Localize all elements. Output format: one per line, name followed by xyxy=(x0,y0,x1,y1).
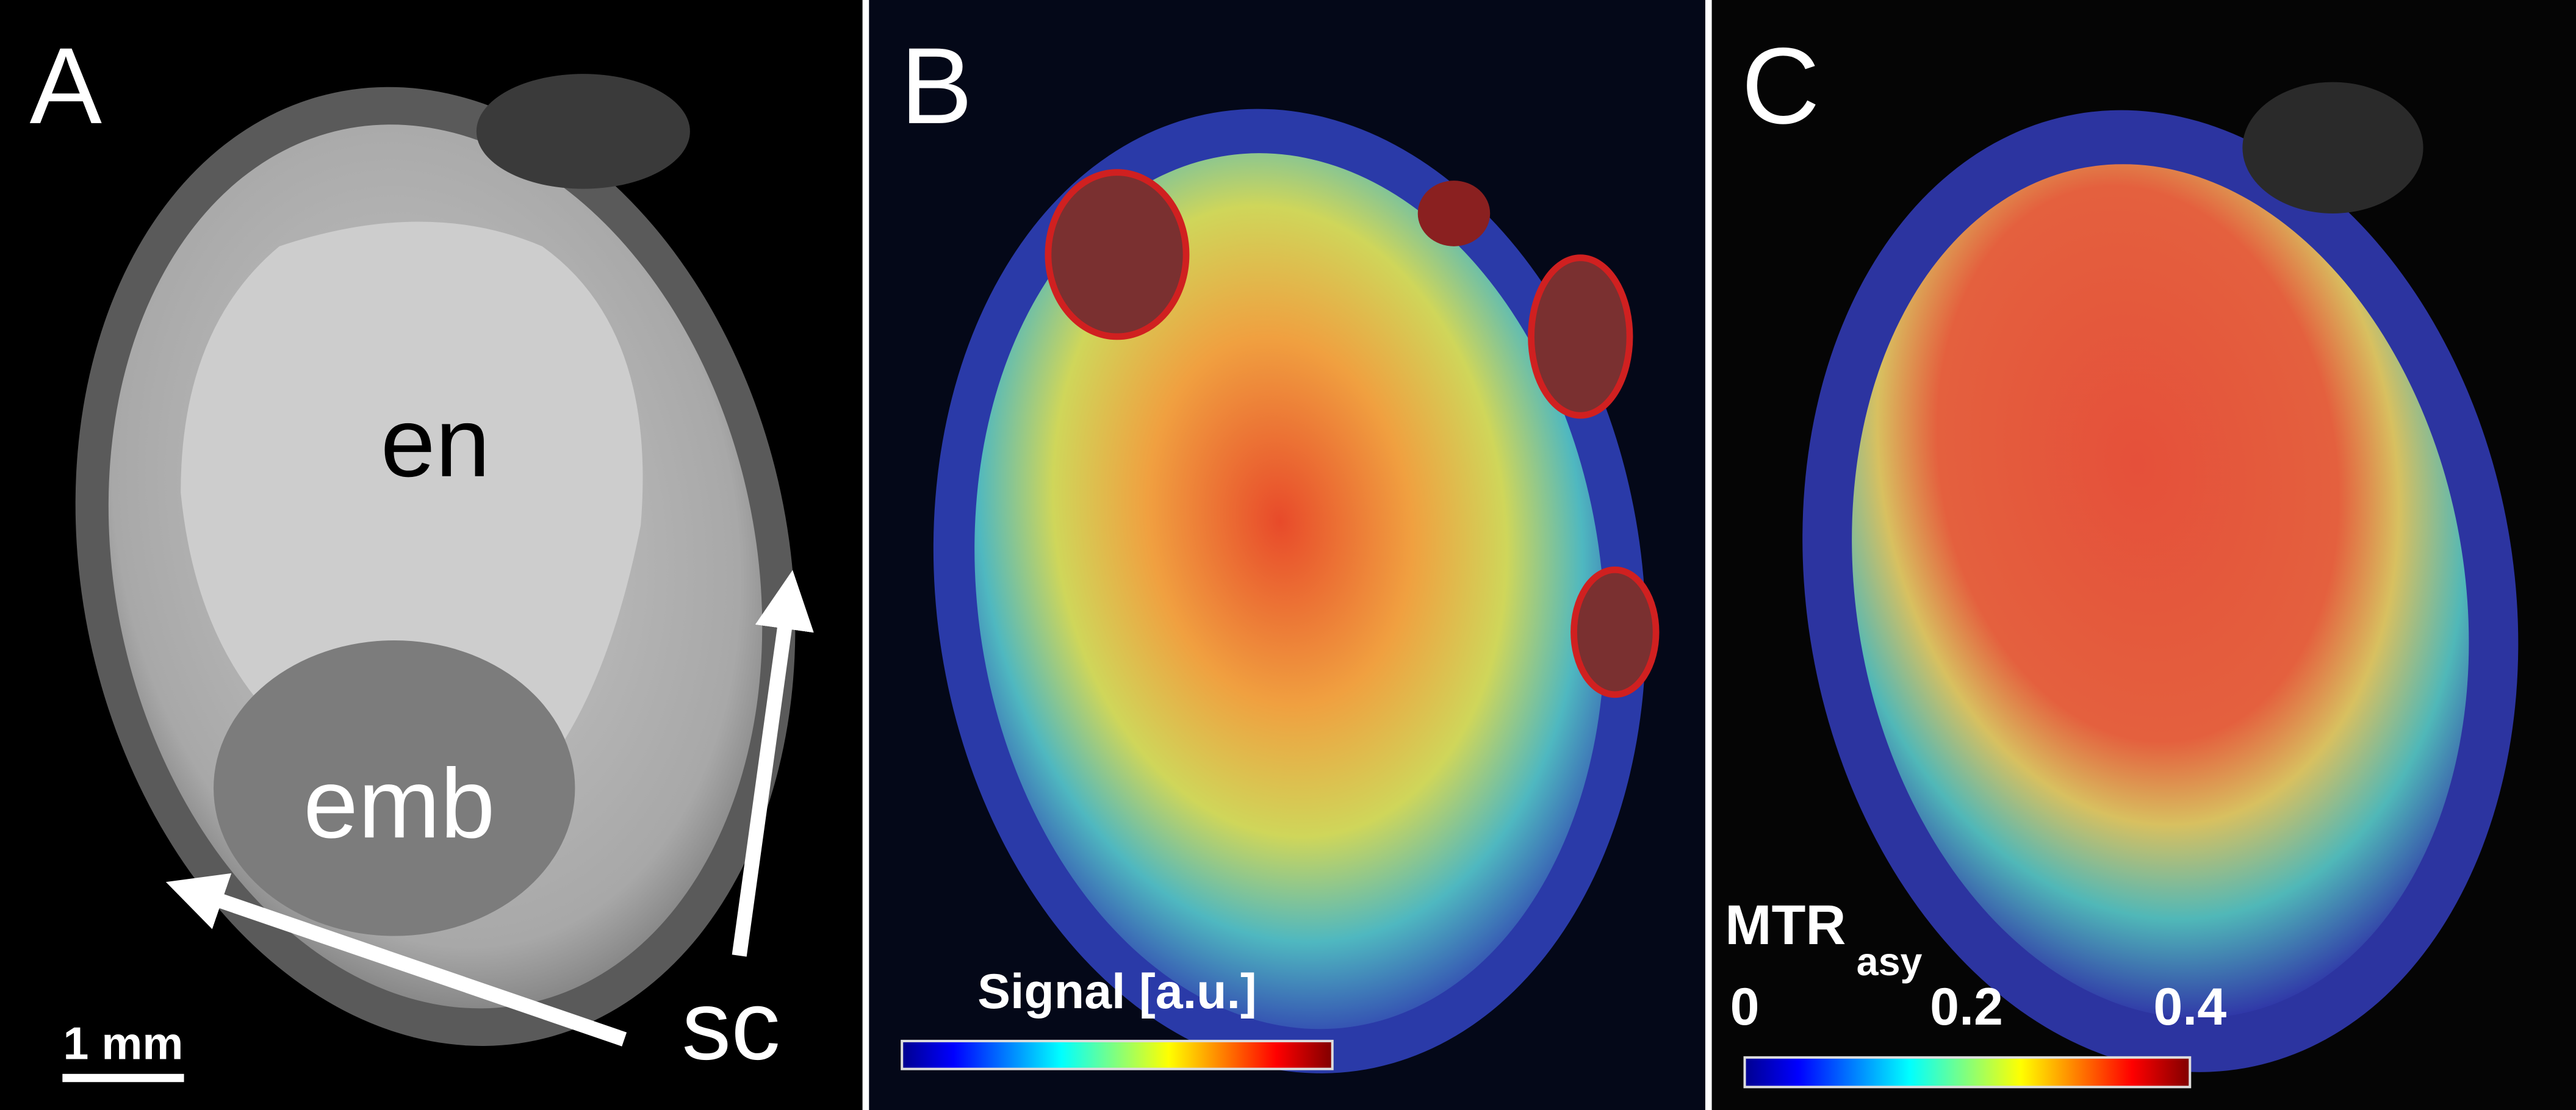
annotation: emb xyxy=(303,749,495,859)
colorbar-subscript: asy xyxy=(1857,940,1923,984)
panel-label: A xyxy=(29,25,102,146)
panel-label: B xyxy=(901,25,973,146)
colorbar-title: MTR xyxy=(1725,894,1846,956)
colorbar xyxy=(1743,1056,2192,1089)
panel-label: C xyxy=(1741,25,1819,146)
scale-bar-label: 1 mm xyxy=(63,1018,183,1069)
scale-bar xyxy=(62,1073,184,1083)
annotation: sc xyxy=(682,971,780,1081)
hotspot xyxy=(1417,181,1491,246)
colorbar-tick-label: 0.2 xyxy=(1930,978,2003,1036)
hotspot xyxy=(1528,254,1633,419)
separator xyxy=(862,0,869,1110)
endosperm xyxy=(181,221,643,772)
hotspot xyxy=(1045,169,1190,340)
panel-a: A en emb sc 1 mm xyxy=(29,25,814,1083)
embryo xyxy=(214,640,575,936)
colorbar-tick-label: 0.4 xyxy=(2153,978,2226,1036)
colorbar-tick-label: 0 xyxy=(1730,978,1760,1036)
hilum xyxy=(2242,82,2423,213)
separator xyxy=(1705,0,1712,1110)
panel-b: B Signal [a.u.] xyxy=(869,0,1707,1110)
annotation: en xyxy=(381,388,491,498)
arrow xyxy=(732,570,814,957)
colorbar xyxy=(901,1039,1334,1070)
hotspot xyxy=(1570,566,1660,698)
signal-map xyxy=(974,153,1605,1029)
hilum xyxy=(476,74,690,189)
mtr-map xyxy=(1852,164,2469,1019)
colorbar-title: Signal [a.u.] xyxy=(977,964,1257,1019)
arrow xyxy=(165,873,627,1047)
panel-c: C MTR asy 0 0.2 0.4 xyxy=(1711,0,2576,1110)
